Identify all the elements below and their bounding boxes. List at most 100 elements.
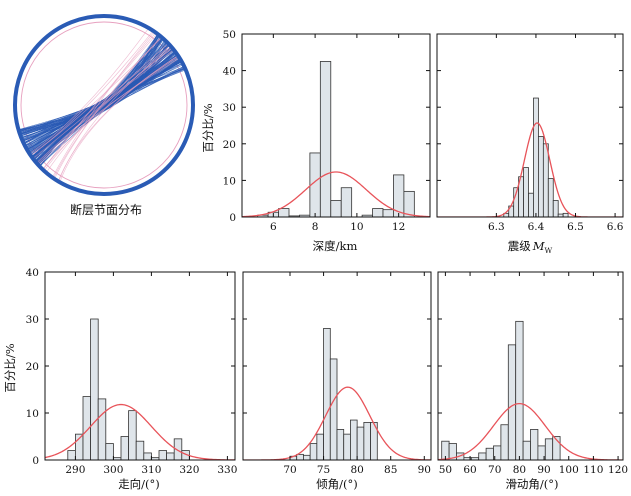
- dip-bar-8: [343, 433, 351, 460]
- strike-bar-7: [120, 436, 129, 460]
- beachball-auxiliary-circle: [20, 21, 188, 189]
- rake-xtick-0: 50: [439, 464, 452, 476]
- rake-bar-9: [507, 344, 517, 460]
- rake-fit-curve: [438, 402, 623, 460]
- magnitude-bar-6: [533, 97, 539, 217]
- magnitude-xlabel-sub: W: [545, 246, 553, 255]
- beachball-plot: [13, 14, 195, 196]
- dip-xtick-4: 90: [418, 464, 431, 476]
- strike-bar-10: [143, 452, 152, 460]
- depth-bar-13: [403, 190, 415, 217]
- strike-bar-13: [166, 452, 175, 460]
- strike-ytick-3: 30: [26, 314, 39, 326]
- dip-bar-2: [303, 454, 311, 460]
- rake-xtick-4: 90: [537, 464, 550, 476]
- rake-histogram: 50 60 70 80 90 100 110 120: [437, 271, 628, 476]
- magnitude-xtick-3: 6.6: [607, 221, 624, 233]
- magnitude-bar-7: [538, 136, 544, 217]
- strike-histogram: 290 300 310 320 330 0 10 20 30 40: [26, 267, 238, 476]
- strike-bar-3: [90, 318, 99, 460]
- strike-xtick-0: 290: [65, 464, 85, 476]
- dip-bar-1: [296, 453, 304, 460]
- depth-ytick-5: 50: [223, 29, 236, 41]
- magnitude-xlabel: 震级 MW: [508, 239, 553, 255]
- dip-bar-5: [323, 327, 331, 460]
- dip-histogram: 70 75 80 85 90: [242, 271, 432, 476]
- strike-xtick-3: 320: [179, 464, 199, 476]
- depth-bar-10: [372, 208, 384, 217]
- strike-ylabel: 百分比/%: [3, 343, 17, 392]
- depth-xtick-1: 8: [312, 221, 319, 233]
- dip-xlabel: 倾角/(°): [316, 477, 358, 491]
- strike-bar-9: [135, 440, 145, 460]
- strike-ytick-0: 0: [32, 455, 39, 467]
- depth-histogram: 6 8 10 12 0 10 20 30 40 50: [223, 29, 431, 233]
- dip-bar-10: [356, 426, 365, 460]
- dip-bar-7: [336, 429, 345, 460]
- strike-bar-14: [173, 438, 183, 460]
- rake-bar-10: [515, 320, 524, 460]
- depth-ytick-2: 20: [223, 139, 236, 151]
- strike-ytick-2: 20: [26, 361, 39, 373]
- dip-xtick-3: 85: [384, 464, 397, 476]
- strike-xlabel: 走向/(°): [118, 477, 160, 491]
- magnitude-bar-8: [542, 143, 549, 217]
- magnitude-bar-4: [523, 167, 529, 217]
- rake-xtick-1: 60: [463, 464, 476, 476]
- depth-ytick-0: 0: [229, 212, 236, 224]
- strike-frame: [44, 271, 236, 461]
- strike-bar-12: [158, 450, 167, 460]
- magnitude-xtick-0: 6.3: [488, 221, 505, 233]
- depth-frame: [241, 33, 431, 218]
- magnitude-bar-10: [552, 200, 559, 217]
- depth-bar-2: [278, 208, 290, 217]
- dip-bar-4: [316, 433, 324, 460]
- depth-ytick-1: 10: [223, 175, 236, 187]
- rake-bar-14: [544, 438, 554, 460]
- rake-xtick-6: 110: [583, 464, 603, 476]
- depth-xtick-3: 12: [392, 221, 405, 233]
- depth-xtick-2: 10: [350, 221, 363, 233]
- dip-bar-9: [350, 419, 358, 460]
- depth-bar-7: [330, 200, 342, 217]
- dip-bar-6: [329, 358, 338, 460]
- rake-bar-15: [552, 436, 561, 460]
- dip-xtick-1: 75: [317, 464, 330, 476]
- depth-xtick-0: 6: [270, 221, 277, 233]
- magnitude-histogram: 6.3 6.4 6.5 6.6: [436, 33, 624, 233]
- rake-bar-5: [478, 452, 487, 460]
- rake-bar-11: [522, 440, 531, 460]
- depth-bar-8: [340, 187, 353, 217]
- depth-bar-11: [382, 209, 394, 217]
- magnitude-bar-12: [562, 212, 569, 217]
- strike-bar-0: [67, 450, 76, 460]
- strike-ytick-4: 40: [26, 267, 39, 279]
- magnitude-bar-9: [547, 178, 554, 217]
- depth-fit-curve: [242, 171, 430, 217]
- nodal-planes: [18, 27, 186, 183]
- strike-ytick-1: 10: [26, 408, 39, 420]
- magnitude-frame: [436, 33, 624, 218]
- depth-bar-6: [319, 61, 332, 217]
- rake-bar-12: [530, 429, 539, 460]
- depth-xlabel: 深度/km: [313, 239, 358, 253]
- rake-bar-6: [485, 447, 494, 460]
- rake-bar-8: [500, 424, 509, 460]
- rake-xtick-3: 80: [513, 464, 526, 476]
- strike-fit-curve: [45, 403, 235, 460]
- dip-bar-3: [309, 443, 318, 460]
- magnitude-bar-5: [528, 192, 534, 217]
- strike-bar-8: [128, 410, 137, 460]
- strike-xtick-4: 330: [217, 464, 237, 476]
- rake-xtick-5: 100: [559, 464, 579, 476]
- depth-ytick-4: 40: [223, 66, 236, 78]
- dip-xtick-2: 80: [350, 464, 363, 476]
- depth-ylabel: 百分比/%: [201, 103, 215, 152]
- magnitude-xtick-1: 6.4: [528, 221, 545, 233]
- dip-bar-11: [363, 421, 371, 460]
- dip-xtick-0: 70: [283, 464, 296, 476]
- rake-xtick-2: 70: [488, 464, 501, 476]
- depth-ytick-3: 30: [223, 102, 236, 114]
- magnitude-xtick-2: 6.5: [567, 221, 584, 233]
